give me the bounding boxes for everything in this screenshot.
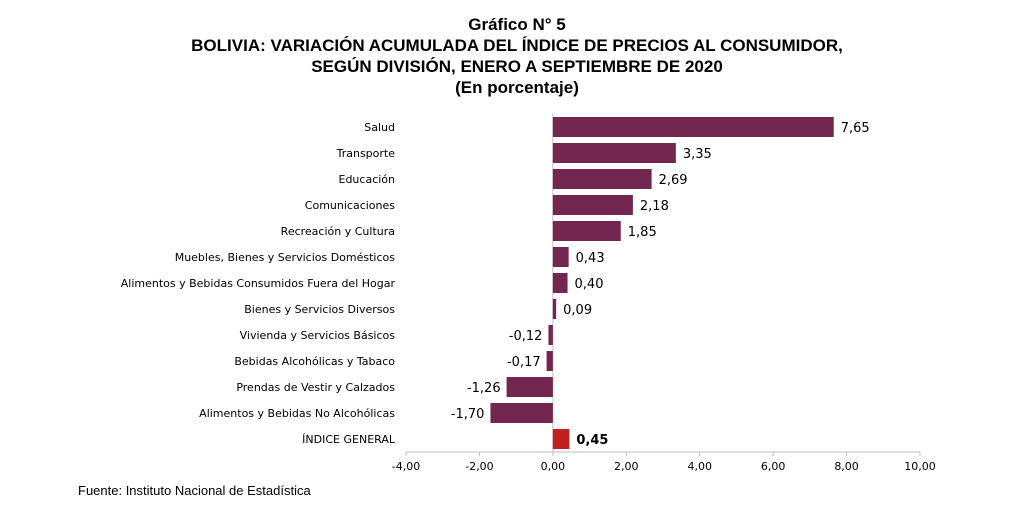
value-label-9: -0,17 — [507, 355, 541, 370]
bar-5 — [552, 247, 569, 267]
bar-1 — [552, 143, 676, 163]
chart-subtitle: (En porcentaje) — [455, 78, 579, 97]
category-label-2: Educación — [339, 173, 396, 186]
value-label-5: 0,43 — [576, 251, 605, 266]
chart-title-block: Gráfico N° 5 BOLIVIA: VARIACIÓN ACUMULAD… — [0, 14, 1024, 98]
bar-12 — [552, 429, 570, 449]
category-label-4: Recreación y Cultura — [281, 225, 395, 238]
chart-title: BOLIVIA: VARIACIÓN ACUMULADA DEL ÍNDICE … — [191, 36, 843, 55]
bar-4 — [552, 221, 621, 241]
x-tick-label-3: 2,00 — [614, 460, 639, 473]
x-tick-label-1: -2,00 — [465, 460, 493, 473]
category-label-11: Alimentos y Bebidas No Alcohólicas — [199, 407, 395, 420]
value-label-7: 0,09 — [563, 303, 592, 318]
bar-0 — [552, 117, 834, 137]
chart-number: Gráfico N° 5 — [468, 15, 566, 34]
value-label-3: 2,18 — [640, 199, 669, 214]
value-label-12: 0,45 — [576, 433, 608, 448]
value-label-6: 0,40 — [575, 277, 604, 292]
x-tick-label-6: 8,00 — [834, 460, 859, 473]
value-label-0: 7,65 — [841, 121, 870, 136]
x-tick-label-2: 0,00 — [541, 460, 566, 473]
category-label-3: Comunicaciones — [305, 199, 395, 212]
value-label-4: 1,85 — [628, 225, 657, 240]
category-label-7: Bienes y Servicios Diversos — [244, 303, 395, 316]
bar-11 — [490, 403, 553, 423]
value-label-11: -1,70 — [451, 407, 485, 422]
bar-9 — [546, 351, 553, 371]
category-label-1: Transporte — [336, 147, 396, 160]
bar-8 — [548, 325, 553, 345]
category-label-5: Muebles, Bienes y Servicios Domésticos — [175, 251, 396, 264]
category-label-0: Salud — [364, 121, 395, 134]
bar-3 — [552, 195, 633, 215]
value-label-1: 3,35 — [683, 147, 712, 162]
category-label-6: Alimentos y Bebidas Consumidos Fuera del… — [121, 277, 396, 290]
source-note: Fuente: Instituto Nacional de Estadístic… — [78, 483, 311, 498]
x-tick-label-7: 10,00 — [904, 460, 936, 473]
category-label-10: Prendas de Vestir y Calzados — [236, 381, 395, 394]
value-label-8: -0,12 — [509, 329, 543, 344]
x-tick-label-0: -4,00 — [392, 460, 420, 473]
category-label-12: ÍNDICE GENERAL — [302, 433, 396, 446]
bar-10 — [506, 377, 553, 397]
category-label-8: Vivienda y Servicios Básicos — [240, 329, 396, 342]
chart-title-line2: SEGÚN DIVISIÓN, ENERO A SEPTIEMBRE DE 20… — [311, 57, 723, 76]
x-tick-label-4: 4,00 — [687, 460, 712, 473]
bar-7 — [552, 299, 557, 319]
bar-6 — [552, 273, 568, 293]
category-label-9: Bebidas Alcohólicas y Tabaco — [234, 355, 395, 368]
value-label-2: 2,69 — [659, 173, 688, 188]
bar-2 — [552, 169, 652, 189]
value-label-10: -1,26 — [467, 381, 501, 396]
x-tick-label-5: 6,00 — [761, 460, 786, 473]
